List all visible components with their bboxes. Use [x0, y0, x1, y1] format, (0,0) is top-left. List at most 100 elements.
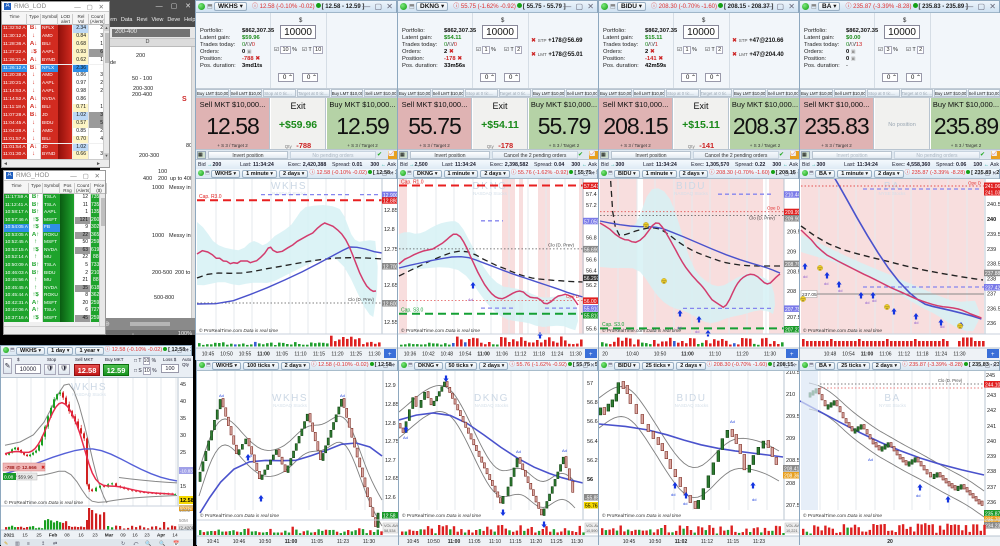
svg-text:10:42: 10:42: [422, 352, 435, 358]
svg-text:10:50: 10:50: [649, 539, 662, 545]
svg-text:© ProRealTime.com Data is real: © ProRealTime.com Data is real time: [803, 327, 882, 334]
svg-text:238: 238: [987, 469, 996, 475]
svg-text:239: 239: [987, 454, 996, 460]
svg-text:10:54: 10:54: [842, 352, 855, 358]
svg-text:20: 20: [602, 352, 608, 358]
svg-text:dd: dd: [803, 274, 807, 279]
svg-text:210.5: 210.5: [786, 371, 800, 376]
svg-text:23: 23: [92, 533, 98, 539]
svg-text:dd: dd: [838, 288, 842, 293]
svg-text:241.03: 241.03: [985, 191, 1000, 197]
svg-text:11:30: 11:30: [953, 352, 965, 358]
svg-text:208.5: 208.5: [786, 458, 800, 464]
svg-text:11:25: 11:25: [550, 539, 562, 545]
svg-text:NASDAQ Stocks: NASDAQ Stocks: [475, 403, 510, 408]
svg-text:12.9: 12.9: [385, 383, 396, 389]
svg-text:208.41: 208.41: [784, 467, 800, 473]
svg-text:45: 45: [180, 382, 186, 388]
svg-text:56.6: 56.6: [587, 419, 598, 425]
svg-text:10:54: 10:54: [459, 352, 472, 358]
svg-text:© ProRealTime.com Data is real: © ProRealTime.com Data is real time: [401, 327, 480, 334]
svg-text:10,590: 10,590: [586, 529, 598, 533]
svg-text:11:30: 11:30: [571, 539, 583, 545]
svg-text:12.8: 12.8: [384, 227, 395, 233]
svg-text:🔍: 🔍: [159, 540, 165, 546]
svg-text:100M: 100M: [179, 508, 191, 513]
svg-text:Ope D: Ope D: [968, 181, 982, 186]
svg-text:208.36: 208.36: [784, 474, 800, 480]
svg-text:≡: ≡: [27, 541, 30, 546]
svg-text:56.8: 56.8: [587, 400, 598, 406]
svg-text:12.8: 12.8: [385, 421, 396, 427]
svg-text:dd: dd: [916, 493, 920, 498]
svg-text:56: 56: [587, 477, 593, 483]
svg-text:12.7: 12.7: [385, 458, 396, 464]
svg-text:© ProRealTime.com Data is real: © ProRealTime.com Data is real time: [402, 512, 481, 519]
svg-text:Feb: Feb: [49, 533, 58, 539]
svg-text:Clo (D. Prev): Clo (D. Prev): [348, 297, 375, 302]
svg-text:VOL AVG: VOL AVG: [786, 524, 800, 528]
svg-text:11:23: 11:23: [337, 539, 349, 545]
svg-text:12.600: 12.600: [383, 302, 398, 308]
svg-text:NASDAQ Stocks: NASDAQ Stocks: [272, 191, 307, 196]
svg-text:11:18: 11:18: [916, 352, 928, 358]
svg-text:56.8: 56.8: [586, 236, 597, 242]
svg-text:Mar: Mar: [105, 533, 114, 539]
svg-text:WKHS: WKHS: [71, 382, 107, 393]
svg-text:57.541: 57.541: [584, 184, 599, 190]
svg-text:207.5: 207.5: [786, 503, 800, 509]
svg-text:56.6: 56.6: [586, 257, 597, 263]
svg-text:209.99: 209.99: [785, 210, 800, 216]
svg-text:+: +: [790, 352, 794, 358]
svg-text:58,534: 58,534: [384, 529, 396, 533]
svg-text:11:15: 11:15: [313, 352, 325, 358]
svg-text:⤺: ⤺: [133, 541, 139, 546]
svg-text:10:48: 10:48: [441, 352, 454, 358]
svg-text:11:20: 11:20: [331, 352, 343, 358]
svg-text:10:50: 10:50: [220, 352, 233, 358]
svg-text:NASDAQ Stocks: NASDAQ Stocks: [675, 403, 710, 408]
svg-text:© ProRealTime.com Data is real: © ProRealTime.com Data is real time: [200, 512, 279, 519]
svg-text:210.44: 210.44: [785, 193, 800, 199]
svg-text:209.90: 209.90: [785, 217, 800, 223]
svg-text:© ProRealTime.com Data is real: © ProRealTime.com Data is real time: [199, 327, 278, 334]
svg-text:10:50: 10:50: [259, 539, 272, 545]
svg-text:10:40: 10:40: [626, 352, 639, 358]
svg-text:dd: dd: [752, 497, 756, 502]
svg-text:Ad: Ad: [340, 393, 345, 398]
svg-text:11:02: 11:02: [675, 539, 688, 545]
svg-text:dd: dd: [914, 320, 918, 325]
svg-text:10:41: 10:41: [207, 539, 220, 545]
svg-text:Ad: Ad: [403, 435, 408, 440]
svg-text:35: 35: [180, 416, 186, 422]
svg-text:+: +: [589, 352, 593, 358]
svg-text:11:25: 11:25: [350, 352, 362, 358]
svg-text:5h25m: 5h25m: [180, 506, 193, 511]
svg-text:10,221: 10,221: [786, 529, 798, 533]
svg-text:240: 240: [987, 439, 996, 445]
svg-text:55.910: 55.910: [584, 307, 599, 313]
svg-text:NASDAQ Stocks: NASDAQ Stocks: [674, 191, 709, 196]
svg-text:209.5: 209.5: [787, 229, 800, 235]
svg-text:237.42: 237.42: [985, 286, 1000, 292]
svg-text:10:55: 10:55: [239, 352, 252, 358]
svg-text:11:30: 11:30: [570, 352, 582, 358]
svg-text:© ProRealTime.com Data is real: © ProRealTime.com Data is real time: [602, 512, 681, 519]
svg-text:11:00: 11:00: [681, 352, 694, 358]
svg-text:12.880: 12.880: [383, 199, 398, 205]
svg-text:10:50: 10:50: [654, 352, 667, 358]
svg-text:WKHS: WKHS: [271, 181, 307, 192]
svg-text:55.810: 55.810: [584, 314, 599, 320]
svg-text:56.690: 56.690: [584, 247, 599, 253]
svg-text:-55.85: -55.85: [585, 496, 599, 502]
svg-text:⇄: ⇄: [53, 541, 57, 546]
svg-text:236: 236: [987, 321, 996, 327]
svg-text:56.4: 56.4: [586, 269, 597, 275]
svg-text:12.85: 12.85: [384, 208, 398, 214]
svg-text:57: 57: [587, 381, 593, 387]
svg-text:207.27: 207.27: [785, 328, 800, 334]
svg-text:12.85: 12.85: [385, 402, 399, 408]
svg-text:40: 40: [180, 399, 186, 405]
svg-text:DKNG: DKNG: [474, 393, 509, 404]
svg-text:+: +: [991, 352, 995, 358]
